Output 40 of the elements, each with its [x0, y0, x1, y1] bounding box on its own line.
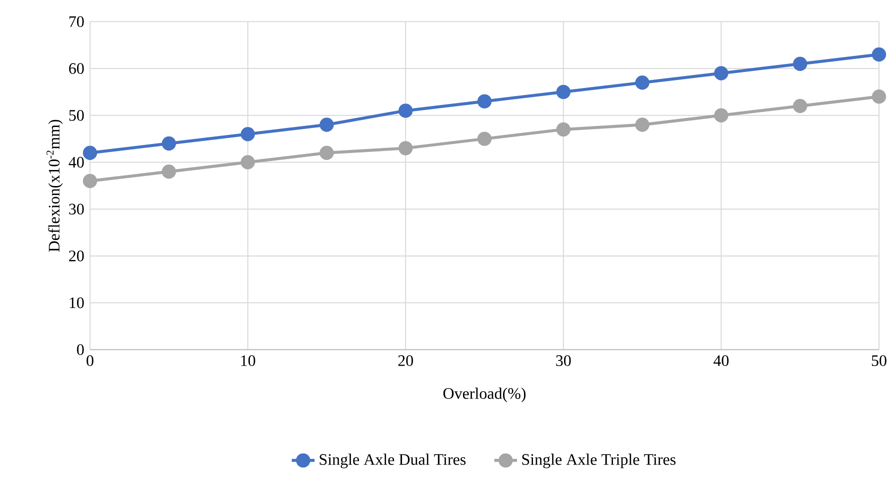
y-tick-label: 30 [69, 204, 84, 214]
point [714, 66, 728, 80]
y-tick-label: 60 [69, 63, 84, 74]
point [477, 132, 492, 146]
point [320, 118, 334, 132]
point [556, 122, 570, 137]
y-tick-label: 10 [70, 297, 84, 308]
point [872, 47, 886, 62]
y-axis-title: Deflexion(x10$^{-2}$mm) [46, 120, 63, 252]
x-tick-label: 20 [398, 355, 413, 366]
point [872, 90, 886, 104]
point [792, 98, 808, 114]
point [82, 146, 98, 160]
point [162, 164, 176, 179]
y-tick-label: 70 [69, 16, 84, 28]
x-tick-label: 0 [86, 355, 94, 366]
y-tick-label: 20 [69, 250, 84, 262]
point [240, 127, 255, 142]
y-tick-label: 40 [68, 156, 84, 168]
y-tick-label: 50 [69, 110, 84, 121]
point [477, 94, 492, 108]
legend-label: Single Axle Dual Tires [320, 454, 466, 468]
legend-label: Single Axle Triple Tires [522, 454, 676, 468]
point [398, 104, 413, 118]
x-tick-label: 30 [556, 355, 571, 366]
x-tick-label: 10 [241, 355, 256, 366]
x-axis-title: Overload(%) [443, 388, 526, 402]
point [162, 136, 176, 151]
point [635, 75, 650, 90]
point [635, 118, 650, 132]
x-tick-label: 50 [872, 355, 886, 366]
point [556, 84, 570, 100]
point [398, 141, 413, 156]
y-tick-label: 0 [77, 344, 84, 356]
point [82, 174, 98, 188]
point [320, 146, 334, 160]
point [714, 108, 728, 122]
point [240, 155, 255, 170]
x-tick-label: 40 [714, 355, 729, 366]
point [792, 56, 808, 71]
